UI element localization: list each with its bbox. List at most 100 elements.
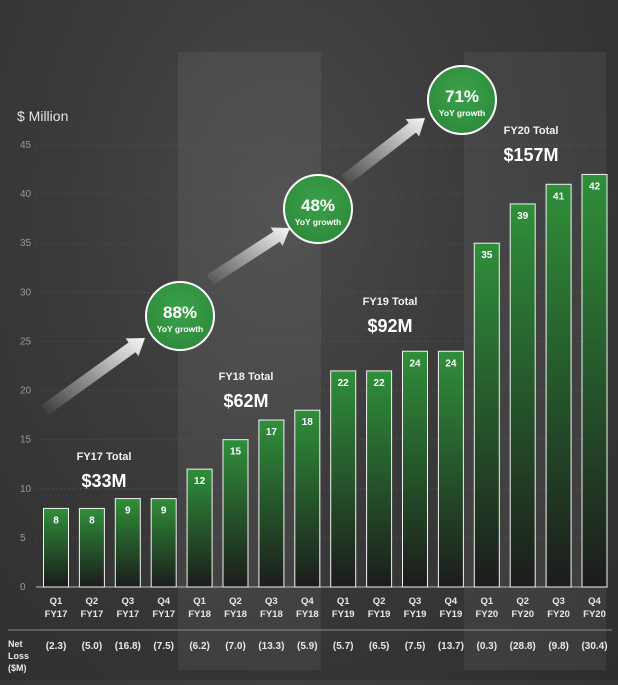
bar xyxy=(437,350,464,588)
bar xyxy=(545,183,572,588)
net-loss-value: (6.2) xyxy=(189,641,210,652)
y-tick-label: 0 xyxy=(20,582,26,593)
bar-value-label: 39 xyxy=(517,211,529,222)
y-tick-label: 45 xyxy=(20,140,32,151)
x-tick-fiscal-year: FY17 xyxy=(152,609,175,620)
year-total-value: $62M xyxy=(223,391,268,411)
net-loss-header: Net xyxy=(8,639,23,649)
growth-arrow-2 xyxy=(206,227,290,286)
bar xyxy=(366,370,393,588)
x-tick-quarter: Q4 xyxy=(588,596,601,607)
bar-value-label: 8 xyxy=(53,515,59,526)
year-total-label: FY19 Total xyxy=(363,296,418,308)
x-tick-quarter: Q4 xyxy=(301,596,314,607)
bar xyxy=(294,409,321,588)
x-tick-fiscal-year: FY20 xyxy=(475,609,498,620)
growth-percent: 48% xyxy=(301,196,335,215)
bar-value-label: 9 xyxy=(125,506,131,517)
y-tick-label: 40 xyxy=(20,189,32,200)
growth-circle xyxy=(283,174,353,244)
y-axis-title: $ Million xyxy=(17,108,69,124)
net-loss-value: (30.4) xyxy=(581,641,607,652)
bar-value-label: 15 xyxy=(230,447,242,458)
x-tick-fiscal-year: FY20 xyxy=(511,609,534,620)
net-loss-value: (7.0) xyxy=(225,641,246,652)
bar-value-label: 41 xyxy=(553,191,565,202)
x-tick-fiscal-year: FY18 xyxy=(296,609,319,620)
net-loss-value: (16.8) xyxy=(115,641,141,652)
year-total-label: FY20 Total xyxy=(504,125,559,137)
bar-value-label: 42 xyxy=(589,181,601,192)
y-tick-label: 10 xyxy=(20,484,32,495)
bar xyxy=(258,419,285,588)
bar xyxy=(43,507,69,588)
bar xyxy=(186,468,213,588)
x-tick-fiscal-year: FY19 xyxy=(332,609,355,620)
x-tick-fiscal-year: FY20 xyxy=(583,609,606,620)
bar xyxy=(222,439,249,588)
bar xyxy=(78,507,105,588)
y-tick-label: 35 xyxy=(20,238,32,249)
bar-value-label: 22 xyxy=(374,378,386,389)
bar xyxy=(150,498,177,588)
y-tick-label: 25 xyxy=(20,336,32,347)
y-tick-label: 15 xyxy=(20,435,32,446)
x-tick-quarter: Q3 xyxy=(121,596,134,607)
growth-percent: 88% xyxy=(163,303,197,322)
y-tick-label: 5 xyxy=(20,533,26,544)
bar-value-label: 24 xyxy=(445,358,457,369)
net-loss-value: (2.3) xyxy=(46,641,67,652)
x-tick-quarter: Q1 xyxy=(337,596,350,607)
net-loss-header: ($M) xyxy=(8,663,27,673)
y-tick-label: 20 xyxy=(20,386,32,397)
bar-value-label: 9 xyxy=(161,506,167,517)
x-tick-fiscal-year: FY17 xyxy=(81,609,104,620)
bar-value-label: 8 xyxy=(89,515,95,526)
x-tick-quarter: Q3 xyxy=(409,596,422,607)
year-total-value: $33M xyxy=(81,471,126,491)
growth-caption: YoY growth xyxy=(157,324,203,334)
growth-arrow-1 xyxy=(41,338,145,415)
bar xyxy=(402,350,428,588)
year-total-value: $157M xyxy=(503,145,558,165)
bar-value-label: 35 xyxy=(481,250,493,261)
net-loss-value: (13.7) xyxy=(438,641,464,652)
x-tick-fiscal-year: FY17 xyxy=(45,609,68,620)
bar xyxy=(330,370,357,588)
net-loss-value: (7.5) xyxy=(153,641,174,652)
year-total-label: FY18 Total xyxy=(219,371,274,383)
growth-caption: YoY growth xyxy=(295,217,341,227)
bar-value-label: 18 xyxy=(302,417,314,428)
net-loss-value: (5.0) xyxy=(82,641,103,652)
bar xyxy=(581,173,608,588)
x-tick-fiscal-year: FY19 xyxy=(440,609,463,620)
x-tick-quarter: Q3 xyxy=(552,596,565,607)
x-tick-quarter: Q1 xyxy=(480,596,493,607)
y-tick-label: 30 xyxy=(20,287,32,298)
x-tick-quarter: Q4 xyxy=(157,596,170,607)
growth-circle xyxy=(145,281,215,351)
bar-value-label: 24 xyxy=(409,358,421,369)
bar-value-label: 22 xyxy=(338,378,350,389)
x-tick-fiscal-year: FY18 xyxy=(224,609,247,620)
growth-circle xyxy=(427,65,497,135)
net-loss-value: (0.3) xyxy=(477,641,498,652)
x-tick-fiscal-year: FY19 xyxy=(404,609,427,620)
bar-value-label: 12 xyxy=(194,476,206,487)
x-tick-fiscal-year: FY20 xyxy=(547,609,570,620)
net-loss-header: Loss xyxy=(8,651,29,661)
x-tick-quarter: Q2 xyxy=(516,596,529,607)
growth-caption: YoY growth xyxy=(439,108,485,118)
x-tick-quarter: Q1 xyxy=(50,596,63,607)
bar xyxy=(473,242,500,588)
bar xyxy=(114,498,141,588)
x-tick-fiscal-year: FY18 xyxy=(260,609,283,620)
bar xyxy=(509,203,536,588)
x-tick-fiscal-year: FY19 xyxy=(368,609,391,620)
year-total-value: $92M xyxy=(367,316,412,336)
net-loss-value: (5.9) xyxy=(297,641,318,652)
x-tick-quarter: Q2 xyxy=(373,596,386,607)
x-tick-quarter: Q4 xyxy=(445,596,458,607)
